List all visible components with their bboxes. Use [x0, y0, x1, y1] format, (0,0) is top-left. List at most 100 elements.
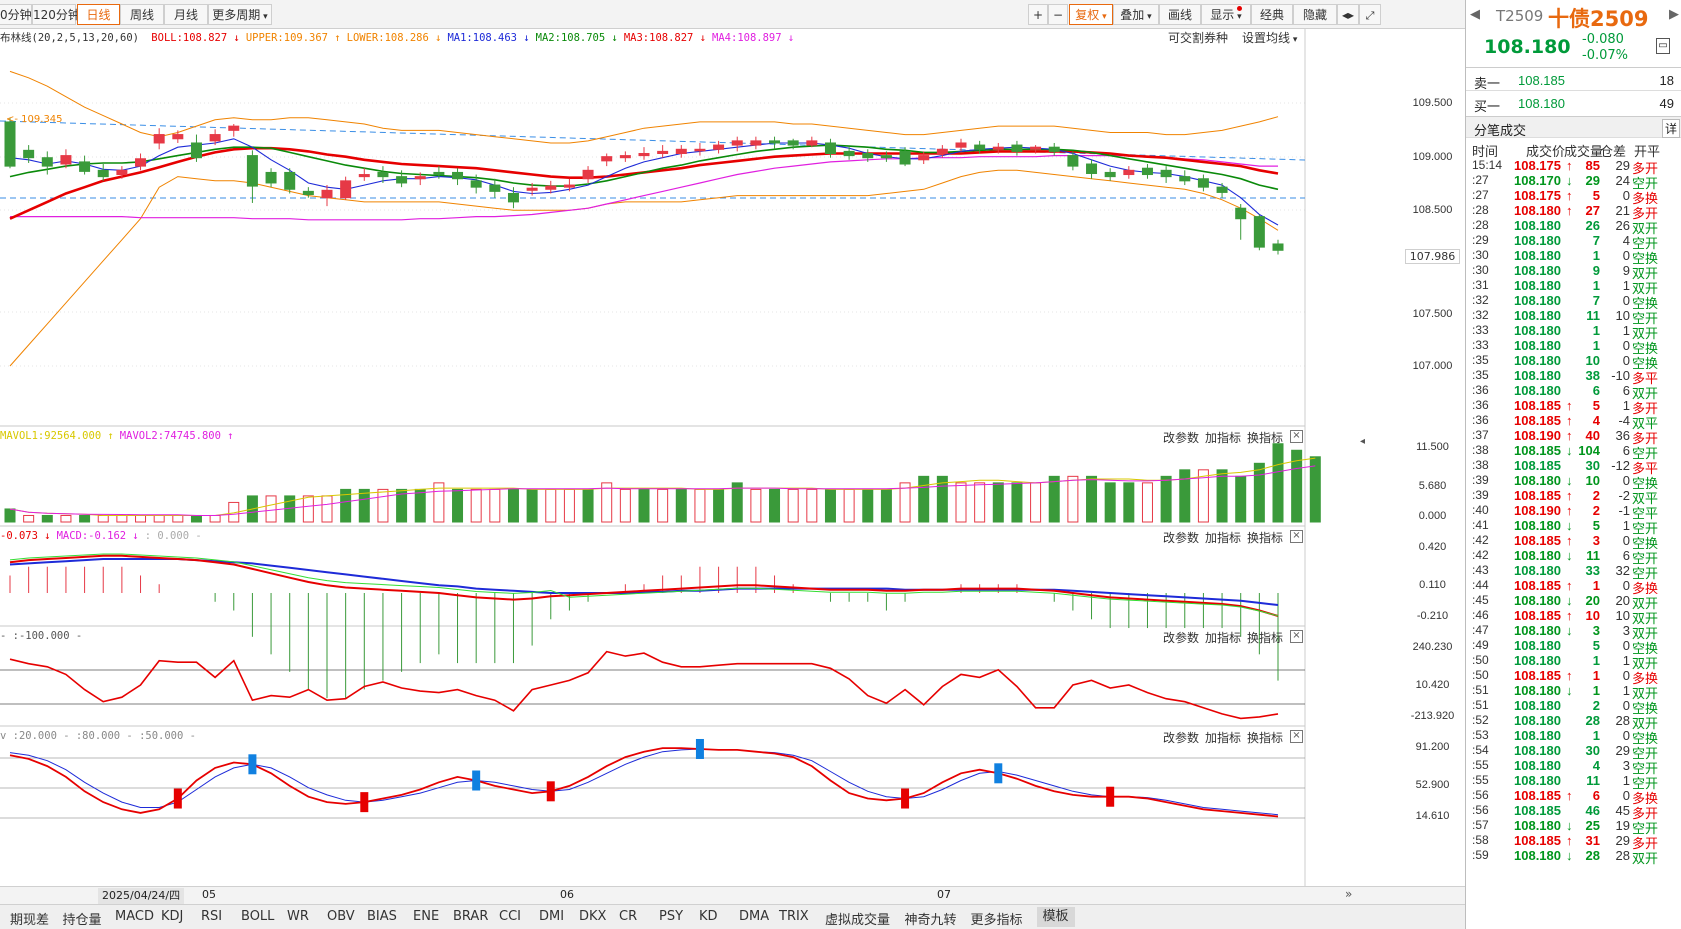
- macd-add-indicator-button[interactable]: 加指标: [1205, 531, 1242, 545]
- volume-bar: [601, 482, 613, 523]
- indicator-tab[interactable]: KD: [699, 909, 718, 924]
- vol-axis-label: 0.000: [1418, 510, 1447, 522]
- volume-bar: [1235, 475, 1247, 523]
- tick-row: :30 108.180 9 9 双开: [1472, 263, 1659, 281]
- indicator-tab[interactable]: BRAR: [453, 909, 489, 924]
- candle-body: [1067, 155, 1079, 167]
- prev-contract-icon[interactable]: ◀: [1470, 7, 1480, 22]
- volume-bar: [731, 482, 743, 523]
- boll-legend-item: LOWER:108.286 ↓: [346, 32, 442, 44]
- macd-edit-params-button[interactable]: 改参数: [1163, 531, 1200, 545]
- period-button-weekly[interactable]: 周线: [120, 4, 164, 25]
- vol-add-indicator-button[interactable]: 加指标: [1205, 431, 1242, 445]
- volume-bar: [918, 475, 930, 523]
- golden-cross-marker: [173, 788, 182, 809]
- display-dropdown[interactable]: 显示: [1201, 4, 1251, 25]
- indicator-tab[interactable]: KDJ: [161, 909, 184, 924]
- kdj-edit-params-button[interactable]: 改参数: [1163, 731, 1200, 745]
- tick-row: :51 108.180 ↓ 1 1 双开: [1472, 683, 1659, 701]
- kdj-add-indicator-button[interactable]: 加指标: [1205, 731, 1242, 745]
- scroll-right-icon[interactable]: »: [1345, 887, 1353, 901]
- draw-line-button[interactable]: 画线: [1159, 4, 1201, 25]
- volume-bar: [750, 488, 762, 523]
- indicator-tab[interactable]: BOLL: [241, 909, 275, 924]
- candle-body: [79, 161, 91, 172]
- candle-body: [1141, 167, 1153, 176]
- cci-add-indicator-button[interactable]: 加指标: [1205, 631, 1242, 645]
- fullscreen-icon[interactable]: ⤢: [1359, 4, 1381, 25]
- contract-code: T2509: [1496, 7, 1544, 25]
- expand-arrows-icon[interactable]: ◂▸: [1337, 4, 1359, 25]
- volume-bar: [190, 514, 202, 523]
- next-contract-icon[interactable]: ▶: [1669, 7, 1679, 22]
- indicator-tab[interactable]: PSY: [659, 909, 684, 924]
- ma-settings-dropdown[interactable]: 设置均线: [1242, 29, 1297, 46]
- volume-bar: [955, 482, 967, 523]
- indicator-tab[interactable]: 持仓量: [62, 913, 102, 928]
- chart-toggle-icon[interactable]: ▭: [1656, 38, 1670, 54]
- detail-button[interactable]: 详: [1662, 119, 1681, 138]
- vol-switch-indicator-button[interactable]: 换指标: [1247, 431, 1284, 445]
- vol-close-icon[interactable]: ×: [1290, 430, 1303, 443]
- classic-button[interactable]: 经典: [1251, 4, 1293, 25]
- period-button-daily[interactable]: 日线: [77, 4, 120, 25]
- dead-cross-marker: [695, 738, 704, 759]
- period-button-monthly[interactable]: 月线: [164, 4, 208, 25]
- cci-switch-indicator-button[interactable]: 换指标: [1247, 631, 1284, 645]
- period-button-120min[interactable]: 120分钟: [32, 4, 80, 25]
- tick-row: :49 108.180 5 0 空换: [1472, 638, 1659, 656]
- indicator-tab[interactable]: MACD: [115, 909, 154, 924]
- indicator-tab[interactable]: 神奇九转: [904, 913, 957, 928]
- candle-body: [433, 171, 445, 176]
- indicator-tab[interactable]: CCI: [499, 909, 521, 924]
- tick-row: :32 108.180 7 0 空换: [1472, 293, 1659, 311]
- indicator-tab[interactable]: BIAS: [367, 909, 397, 924]
- indicator-tab[interactable]: WR: [287, 909, 309, 924]
- indicator-tab[interactable]: 期现差: [10, 913, 50, 928]
- overlay-dropdown[interactable]: 叠加: [1113, 4, 1159, 25]
- hide-button[interactable]: 隐藏: [1293, 4, 1337, 25]
- indicator-tab[interactable]: DKX: [579, 909, 607, 924]
- indicator-tab[interactable]: CR: [619, 909, 638, 924]
- vol-edit-params-button[interactable]: 改参数: [1163, 431, 1200, 445]
- panel-collapse-handle[interactable]: ◂: [1360, 436, 1366, 447]
- candle-body: [507, 192, 519, 203]
- price-axis-label: 108.500: [1412, 204, 1453, 216]
- ask-row: 卖一 108.185 18: [1474, 73, 1674, 91]
- indicator-tab[interactable]: 模板: [1036, 907, 1075, 927]
- adjust-dropdown[interactable]: 复权: [1069, 4, 1113, 25]
- bid-row: 买一 108.180 49: [1474, 96, 1674, 114]
- tick-row: :36 108.185 ↑ 4 -4 双平: [1472, 413, 1659, 431]
- macd-close-icon[interactable]: ×: [1290, 530, 1303, 543]
- period-button-minutes[interactable]: 0分钟: [0, 4, 32, 25]
- indicator-tab[interactable]: 更多指标: [970, 913, 1023, 928]
- candle-body: [41, 157, 53, 167]
- zoom-out-button[interactable]: −: [1048, 4, 1068, 25]
- zoom-in-button[interactable]: +: [1028, 4, 1048, 25]
- candle-body: [675, 148, 687, 154]
- deliverable-bonds-link[interactable]: 可交割券种: [1168, 31, 1229, 45]
- candle-body: [1197, 178, 1209, 188]
- kline-chart[interactable]: [0, 0, 1465, 886]
- volume-bar: [340, 488, 352, 523]
- volume-bar: [787, 488, 799, 523]
- mavol2-line: [9, 465, 1316, 516]
- cci-edit-params-button[interactable]: 改参数: [1163, 631, 1200, 645]
- kdj-close-icon[interactable]: ×: [1290, 730, 1303, 743]
- indicator-tab[interactable]: RSI: [201, 909, 223, 924]
- volume-bar: [974, 482, 986, 523]
- cci-close-icon[interactable]: ×: [1290, 630, 1303, 643]
- indicator-tab[interactable]: DMA: [739, 909, 770, 924]
- indicator-tab[interactable]: 虚拟成交量: [825, 913, 891, 928]
- macd-switch-indicator-button[interactable]: 换指标: [1247, 531, 1284, 545]
- indicator-tab[interactable]: TRIX: [779, 909, 809, 924]
- candle-body: [4, 121, 16, 167]
- indicator-tab[interactable]: OBV: [327, 909, 355, 924]
- indicator-tab[interactable]: ENE: [413, 909, 440, 924]
- tick-row: :38 108.185 30 -12 多平: [1472, 458, 1659, 476]
- indicator-tab[interactable]: DMI: [539, 909, 565, 924]
- kdj-switch-indicator-button[interactable]: 换指标: [1247, 731, 1284, 745]
- kdj-axis-label: 14.610: [1415, 810, 1450, 822]
- candle-body: [545, 185, 557, 190]
- more-periods-dropdown[interactable]: 更多周期: [208, 4, 272, 25]
